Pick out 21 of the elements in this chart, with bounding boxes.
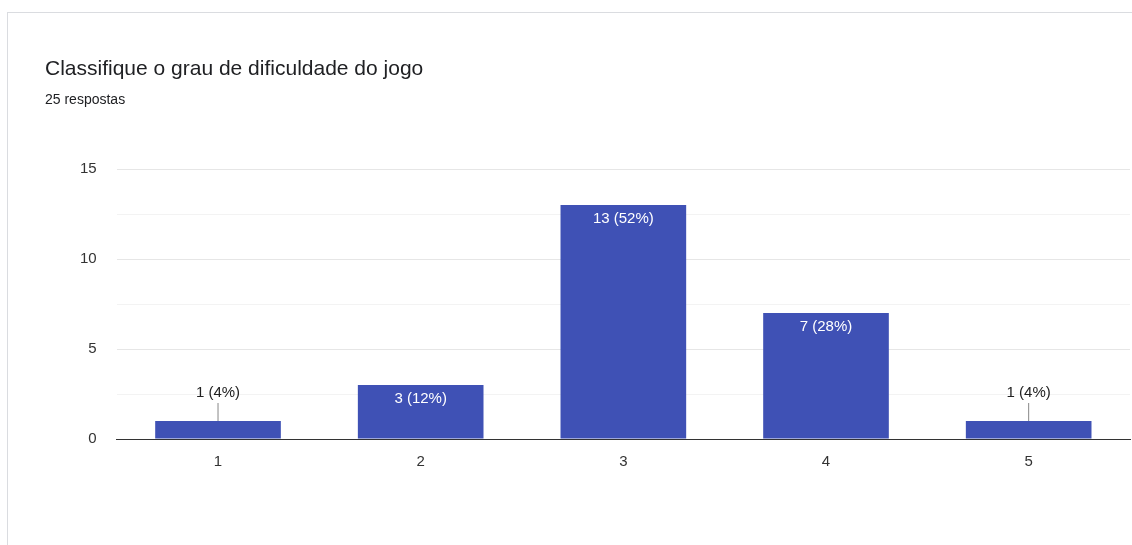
y-tick-label: 5 (88, 339, 97, 357)
x-tick-label: 4 (821, 452, 831, 470)
bar (155, 421, 281, 439)
data-label: 1 (4%) (1006, 383, 1051, 401)
data-label: 1 (4%) (195, 383, 241, 401)
y-tick-label: 15 (80, 159, 97, 177)
bar (357, 385, 484, 439)
data-label: 13 (52%) (592, 209, 654, 227)
x-tick-label: 1 (213, 452, 223, 470)
data-label: 3 (12%) (394, 389, 447, 407)
x-tick-label: 3 (619, 452, 628, 470)
bar (965, 421, 1092, 439)
chart-title: Classifique o grau de dificuldade do jogo (45, 56, 424, 80)
x-tick-label: 5 (1024, 452, 1033, 470)
data-label: 7 (28%) (799, 317, 853, 335)
x-tick-label: 2 (416, 452, 425, 470)
chart-subtitle: 25 respostas (45, 91, 126, 107)
y-tick-label: 10 (80, 249, 97, 267)
bar (763, 313, 889, 439)
bar (560, 205, 687, 439)
y-tick-label: 0 (88, 429, 97, 447)
